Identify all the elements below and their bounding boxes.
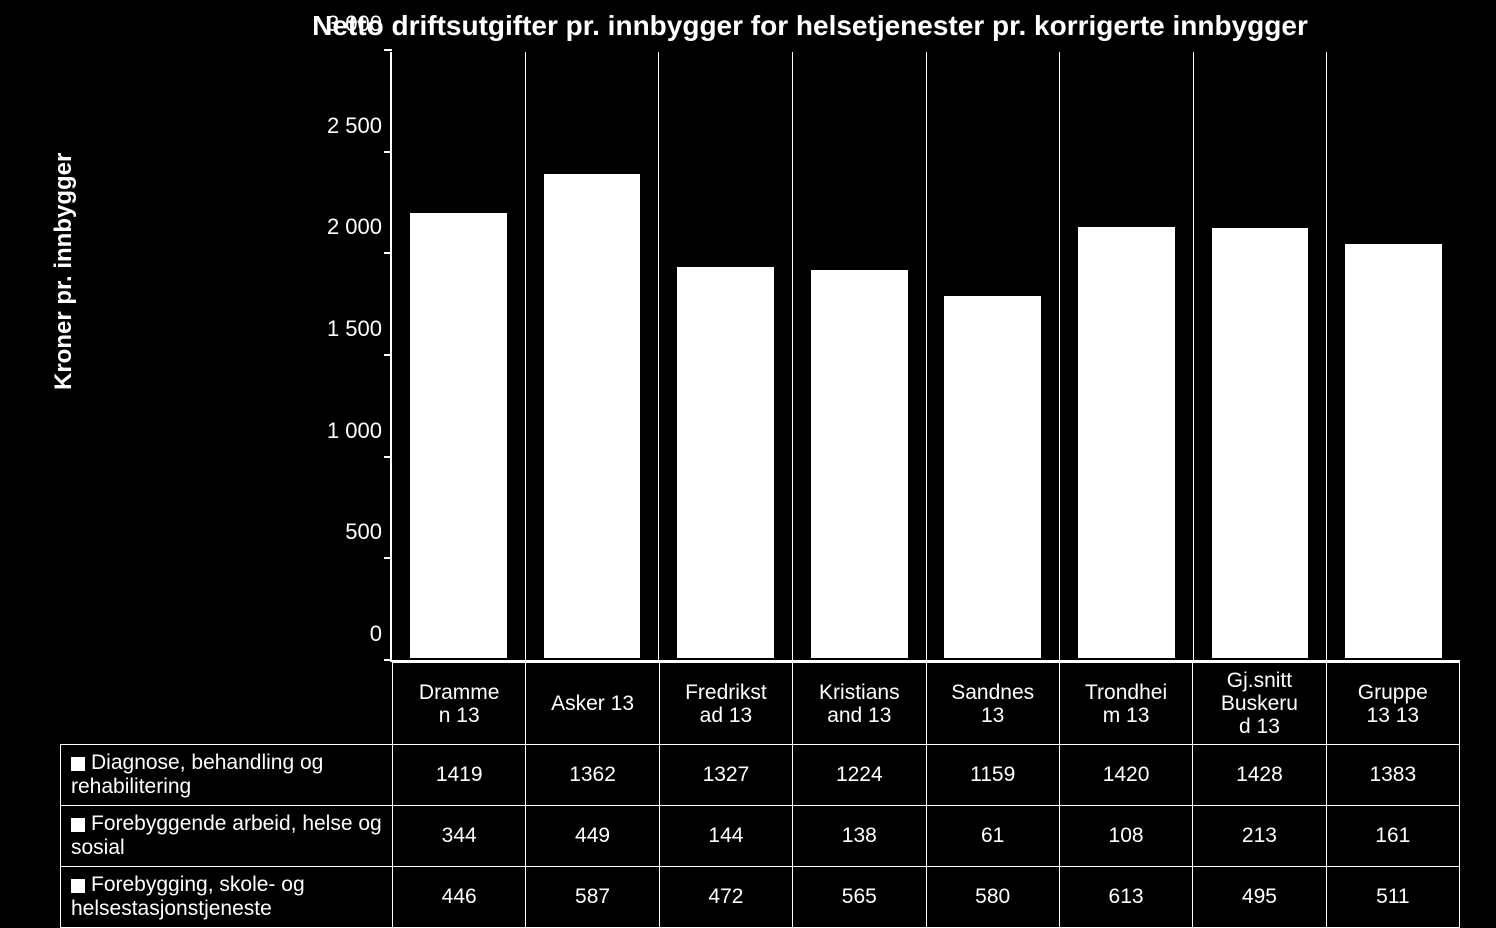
data-cell: 495 (1193, 867, 1326, 928)
bar (542, 172, 643, 660)
y-tick-label: 0 (322, 621, 382, 647)
category-label: Kristiansand 13 (793, 663, 926, 745)
category-label: Fredrikstad 13 (659, 663, 792, 745)
bar (1210, 226, 1311, 660)
data-cell: 1362 (526, 745, 659, 806)
data-cell: 1327 (659, 745, 792, 806)
legend-swatch-icon (71, 818, 85, 832)
category-label: Gruppe13 13 (1326, 663, 1459, 745)
data-cell: 138 (793, 806, 926, 867)
data-cell: 213 (1193, 806, 1326, 867)
category-label: Sandnes13 (926, 663, 1059, 745)
bar (675, 265, 776, 660)
y-tick-mark (384, 659, 392, 661)
table-corner (61, 663, 393, 745)
data-cell: 472 (659, 867, 792, 928)
data-cell: 61 (926, 806, 1059, 867)
data-cell: 1224 (793, 745, 926, 806)
bar-slot (1194, 52, 1328, 660)
bar-slot (659, 52, 793, 660)
y-tick-label: 1 500 (322, 316, 382, 342)
y-axis-label: Kroner pr. innbygger (50, 153, 78, 390)
y-tick-mark (384, 151, 392, 153)
data-cell: 108 (1059, 806, 1192, 867)
y-tick-mark (384, 456, 392, 458)
bar (809, 268, 910, 660)
y-tick-label: 500 (322, 519, 382, 545)
data-cell: 449 (526, 806, 659, 867)
bar (1076, 225, 1177, 660)
chart-container: Netto driftsutgifter pr. innbygger for h… (60, 10, 1460, 928)
bar (1343, 242, 1444, 660)
bar-slot (927, 52, 1061, 660)
bars-region (392, 52, 1460, 660)
data-cell: 1383 (1326, 745, 1459, 806)
category-label: Gj.snittBuskerud 13 (1193, 663, 1326, 745)
data-cell: 580 (926, 867, 1059, 928)
data-cell: 1428 (1193, 745, 1326, 806)
y-tick-label: 2 500 (322, 113, 382, 139)
bar (942, 294, 1043, 660)
y-tick-label: 1 000 (322, 418, 382, 444)
series-label: Forebyggende arbeid, helse og sosial (61, 806, 393, 867)
data-cell: 613 (1059, 867, 1192, 928)
y-tick-mark (384, 252, 392, 254)
bar-slot (392, 52, 526, 660)
category-label: Trondheim 13 (1059, 663, 1192, 745)
bar-slot (793, 52, 927, 660)
y-tick-mark (384, 49, 392, 51)
category-label: Asker 13 (526, 663, 659, 745)
data-cell: 446 (393, 867, 526, 928)
legend-swatch-icon (71, 757, 85, 771)
data-cell: 511 (1326, 867, 1459, 928)
chart-title: Netto driftsutgifter pr. innbygger for h… (60, 10, 1460, 42)
legend-swatch-icon (71, 879, 85, 893)
series-label: Forebygging, skole- og helsestasjonstjen… (61, 867, 393, 928)
y-tick-label: 3 000 (322, 11, 382, 37)
series-label: Diagnose, behandling og rehabilitering (61, 745, 393, 806)
data-cell: 565 (793, 867, 926, 928)
data-cell: 1159 (926, 745, 1059, 806)
data-cell: 161 (1326, 806, 1459, 867)
data-table: Drammen 13Asker 13Fredrikstad 13Kristian… (60, 662, 1460, 928)
data-cell: 144 (659, 806, 792, 867)
data-cell: 344 (393, 806, 526, 867)
data-cell: 587 (526, 867, 659, 928)
bar-slot (1060, 52, 1194, 660)
bar-slot (526, 52, 660, 660)
bar (408, 211, 509, 660)
data-cell: 1420 (1059, 745, 1192, 806)
y-tick-mark (384, 354, 392, 356)
y-tick-label: 2 000 (322, 214, 382, 240)
plot-area: 05001 0001 5002 0002 5003 000 (390, 52, 1460, 662)
y-tick-mark (384, 557, 392, 559)
data-cell: 1419 (393, 745, 526, 806)
bar-slot (1327, 52, 1460, 660)
category-label: Drammen 13 (393, 663, 526, 745)
